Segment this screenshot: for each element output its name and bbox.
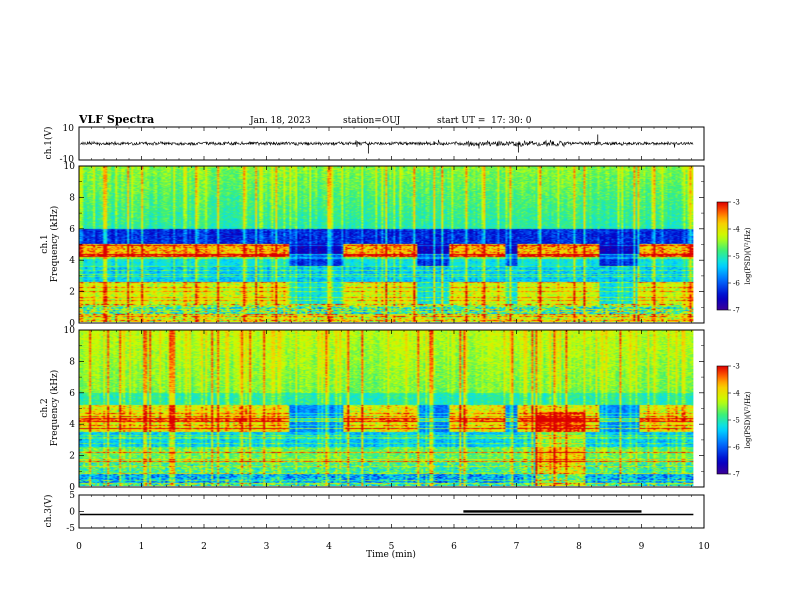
time-tick-label-2: 2	[201, 542, 207, 552]
colorbar-ch2-tick--4: -4	[733, 390, 740, 398]
spectrogram-ch1-image	[79, 166, 694, 322]
colorbar-ch1-tick--3: -3	[733, 199, 740, 207]
waveform-ch1-ticks	[78, 126, 705, 161]
colorbar-ch2-tick--3: -3	[733, 363, 740, 371]
ch3-ytick-label--5: -5	[66, 524, 75, 534]
time-tick-label-1: 1	[139, 542, 145, 552]
waveform-ch1-ytick-top: 10	[63, 124, 75, 134]
freq-tick-label-8: 8	[69, 193, 75, 203]
colorbar-ch1-label: log(PSD)(V²/Hz)	[744, 227, 752, 284]
freq-tick-label-6: 6	[69, 225, 75, 235]
ch3-ylabel: ch.3(V)	[43, 495, 54, 528]
freq-tick-label-0: 0	[69, 483, 75, 493]
figure-title: VLF Spectra	[78, 113, 154, 126]
freq-tick-label-10: 10	[64, 326, 76, 336]
time-tick-label-6: 6	[451, 542, 457, 552]
colorbar-ch2	[716, 365, 729, 475]
spectrogram-ch2-ticks: 0 2 4 6 8 10	[64, 326, 705, 493]
freq-tick-label-0: 0	[69, 319, 75, 329]
spectrogram-ch1-ticks: 0 2 4 6 8 10	[64, 162, 705, 329]
waveform-ch1-ytick-bottom: -10	[60, 155, 75, 165]
colorbar-ch2-tick--6: -6	[733, 444, 740, 452]
waveform-ch1-trace	[79, 139, 694, 148]
freq-tick-label-2: 2	[69, 452, 75, 462]
freq-tick-label-10: 10	[64, 162, 76, 172]
spectrogram-ch2-ylabel-channel: ch.2	[40, 398, 50, 417]
time-axis-label: Time (min)	[366, 549, 416, 560]
spectrogram-ch2-panel: 0 2 4 6 8 10 ch.2 Frequency (kHz)	[40, 326, 705, 493]
colorbar-ch1-tick--7: -7	[733, 307, 740, 315]
spectrogram-ch2-ylabel-frequency: Frequency (kHz)	[49, 370, 60, 447]
freq-tick-label-2: 2	[69, 288, 75, 298]
colorbar-ch1-tick--5: -5	[733, 253, 740, 261]
colorbar-ch2-tick--7: -7	[733, 471, 740, 479]
time-tick-label-3: 3	[264, 542, 270, 552]
freq-tick-label-4: 4	[69, 420, 75, 430]
waveform-ch1-ylabel: ch.1(V)	[43, 127, 54, 160]
colorbar-ch1	[716, 201, 729, 311]
spectrogram-ch1-panel: 0 2 4 6 8 10 ch.1 Frequency (kHz)	[40, 162, 705, 329]
spectrogram-ch1-ylabel-frequency: Frequency (kHz)	[49, 206, 60, 283]
time-tick-label-0: 0	[76, 542, 82, 552]
time-tick-label-7: 7	[514, 542, 520, 552]
header-start-time: start UT = 17: 30: 0	[437, 116, 532, 126]
freq-tick-label-8: 8	[69, 357, 75, 367]
colorbar-ch1-tick--4: -4	[733, 226, 740, 234]
time-tick-label-10: 10	[698, 542, 710, 552]
header-date: Jan. 18, 2023	[249, 116, 311, 126]
ch3-ytick-label-0: 0	[69, 508, 75, 518]
colorbars: -3 -4 -5 -6 -7 log(PSD)(V²/Hz) -3 -4 -5 -6 -7 log(P…	[716, 199, 752, 479]
colorbar-ch2-label: log(PSD)(V²/Hz)	[744, 391, 752, 448]
header-station: station=OUJ	[343, 116, 401, 126]
waveform-ch1-panel: 10 -10 ch.1(V)	[43, 124, 705, 165]
ch3-trace	[80, 510, 694, 516]
time-tick-label-8: 8	[576, 542, 582, 552]
spectrogram-ch1-ylabel-channel: ch.1	[40, 234, 50, 253]
time-tick-label-5: 5	[389, 542, 395, 552]
time-tick-label-9: 9	[639, 542, 645, 552]
freq-tick-label-4: 4	[69, 256, 75, 266]
colorbar-ch1-tick--6: -6	[733, 280, 740, 288]
time-tick-label-4: 4	[326, 542, 332, 552]
ch3-ytick-label-5: 5	[69, 491, 75, 501]
freq-tick-label-6: 6	[69, 389, 75, 399]
spectrogram-ch2-image	[79, 330, 694, 486]
colorbar-ch2-tick--5: -5	[733, 417, 740, 425]
